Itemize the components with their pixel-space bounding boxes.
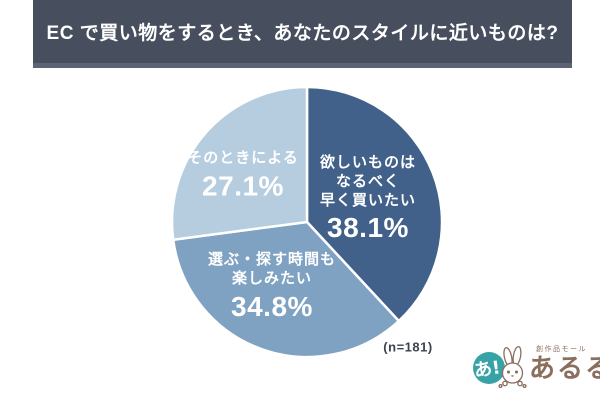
slice-label-depends: そのときによる 27.1% xyxy=(187,150,299,203)
logo-name: あるる xyxy=(529,353,600,383)
rabbit-icon xyxy=(498,345,527,389)
logo-badge-text: あ! xyxy=(473,357,502,381)
slice-label-text: 選ぶ・探す時間も xyxy=(207,251,337,269)
chart-title: EC で買い物をするとき、あなたのスタイルに近いものは? xyxy=(46,23,559,44)
slice-percent: 27.1% xyxy=(202,170,284,202)
slice-percent: 38.1% xyxy=(327,212,409,244)
pie-slice-buy-fast xyxy=(305,85,444,323)
slice-label-text: 早く買いたい xyxy=(319,191,417,209)
sample-size-label: (n=181) xyxy=(383,339,433,355)
slice-label-buy-fast: 欲しいものは なるべく 早く買いたい 38.1% xyxy=(320,154,416,244)
slice-label-text: なるべく xyxy=(335,172,401,190)
slice-label-enjoy-searching: 選ぶ・探す時間も 楽しみたい 34.8% xyxy=(208,251,336,323)
logo-tagline: 創作品モール xyxy=(536,346,587,353)
aruru-logo-mark: あ! xyxy=(473,345,527,389)
logo-badge-circle xyxy=(473,352,505,384)
logo-text: 創作品モール あるる xyxy=(529,344,600,382)
slice-label-text: 楽しみたい xyxy=(231,269,313,287)
pie-slice-depends xyxy=(170,85,309,242)
title-banner: EC で買い物をするとき、あなたのスタイルに近いものは? xyxy=(33,0,572,68)
slice-percent: 34.8% xyxy=(231,290,313,322)
slice-label-text: そのときによる xyxy=(187,149,299,167)
aruru-logo: あ! 創作品モール あるる xyxy=(472,340,600,398)
pie-slice-enjoy-searching xyxy=(171,220,401,359)
slice-label-text: 欲しいものは xyxy=(319,153,417,171)
